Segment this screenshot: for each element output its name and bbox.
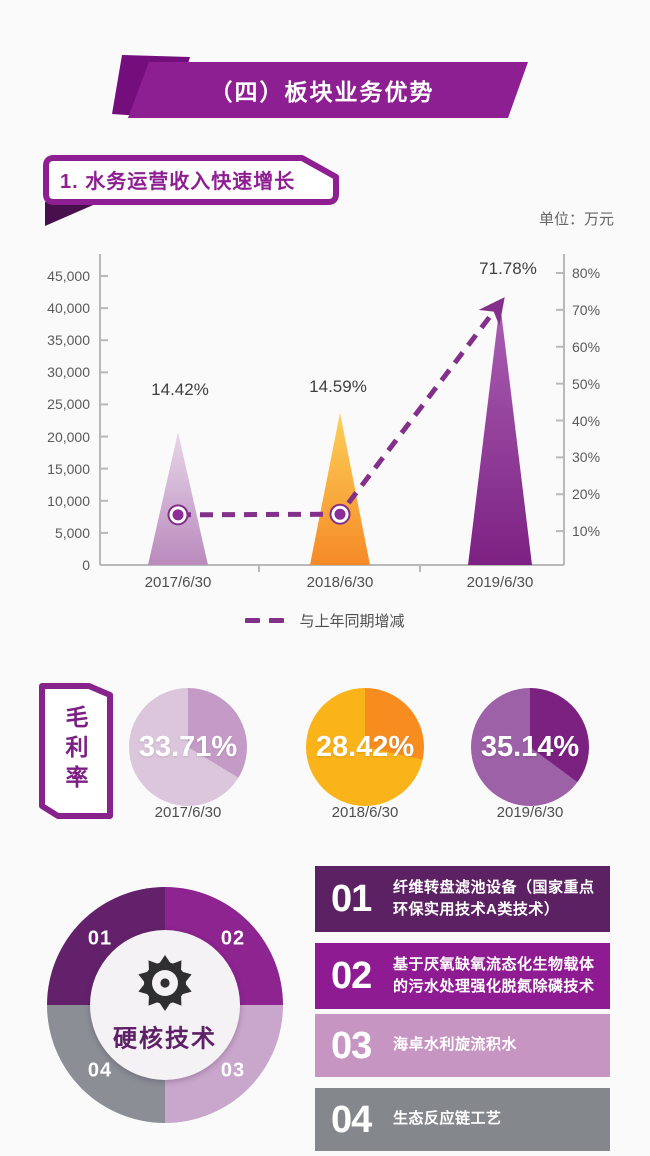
tech-item-text: 基于厌氧缺氧流态化生物载体的污水处理强化脱氮除磷技术 — [393, 955, 595, 996]
margin-pie-2017: 33.71% — [129, 688, 247, 806]
category-label: 2017/6/30 — [144, 574, 212, 591]
left-axis-tick: 45,000 — [47, 268, 90, 284]
right-axis-tick: 80% — [572, 265, 601, 281]
left-axis-tick: 5,000 — [54, 524, 90, 541]
tech-item-number: 01 — [331, 878, 372, 920]
section-banner-shape — [43, 155, 339, 226]
wheel-number-04: 04 — [87, 1059, 113, 1082]
tech-item-01: 01 纤维转盘滤池设备（国家重点环保实用技术A类技术） — [315, 866, 610, 932]
right-axis-tick: 60% — [572, 338, 601, 355]
wheel-number-03: 03 — [220, 1059, 246, 1082]
right-axis-tick: 30% — [572, 449, 601, 466]
right-axis-tick: 40% — [572, 412, 601, 429]
gear-icon — [138, 955, 192, 1011]
tech-item-text: 海卓水利旋流积水 — [393, 1036, 518, 1054]
right-axis-tick: 70% — [572, 301, 601, 318]
category-label: 2019/6/30 — [466, 574, 534, 591]
margin-value: 33.71% — [138, 730, 238, 763]
category-label: 2018/6/30 — [306, 574, 374, 591]
pie-date: 2018/6/30 — [331, 804, 399, 821]
legend-dash-icon — [269, 618, 285, 623]
unit-label: 单位：万元 — [538, 211, 614, 228]
left-axis-tick: 30,000 — [47, 364, 90, 381]
left-axis-tick: 35,000 — [47, 332, 90, 349]
left-axis-tick: 20,000 — [47, 428, 90, 445]
left-axis-tick: 0 — [82, 557, 90, 573]
tech-item-number: 03 — [331, 1024, 372, 1067]
tech-item-02: 02 基于厌氧缺氧流态化生物载体的污水处理强化脱氮除磷技术 — [315, 943, 610, 1009]
left-axis-tick: 10,000 — [47, 492, 90, 509]
left-axis-tick: 25,000 — [47, 396, 90, 413]
chart-legend: 与上年同期增减 — [0, 610, 650, 631]
margin-pie-2018: 28.42% — [306, 688, 424, 806]
wheel-number-02: 02 — [220, 927, 246, 950]
legend-dash-icon — [245, 618, 261, 623]
growth-value-label: 14.42% — [151, 380, 209, 399]
margin-value: 28.42% — [315, 730, 415, 763]
pie-date: 2017/6/30 — [154, 804, 222, 821]
left-axis-tick: 15,000 — [47, 460, 90, 477]
tech-item-number: 04 — [331, 1098, 372, 1141]
tech-item-number: 02 — [331, 955, 372, 997]
growth-value-label: 71.78% — [479, 259, 537, 278]
tech-item-03: 03 海卓水利旋流积水 — [315, 1014, 610, 1077]
legend-label: 与上年同期增减 — [299, 613, 405, 630]
margin-flag-label: 毛利率 — [62, 705, 88, 795]
tech-item-text: 生态反应链工艺 — [393, 1110, 502, 1128]
tech-wheel-title: 硬核技术 — [113, 1025, 217, 1053]
banner-fold — [45, 202, 100, 226]
margin-flag-shape — [39, 683, 113, 819]
right-axis-tick: 20% — [572, 486, 601, 503]
right-axis-tick: 10% — [572, 523, 601, 540]
wheel-number-01: 01 — [87, 927, 113, 950]
tech-item-04: 04 生态反应链工艺 — [315, 1088, 610, 1151]
page-title: （四）板块业务优势 — [209, 79, 435, 105]
section-title: 1. 水务运营收入快速增长 — [60, 171, 296, 193]
margin-pie-2019: 35.14% — [471, 688, 589, 806]
revenue-growth-chart: 45,000 40,000 35,000 30,000 25,000 20,000 15,0… — [0, 240, 650, 640]
growth-value-label: 14.59% — [309, 377, 367, 396]
header-banner: （四）板块业务优势 — [128, 62, 528, 118]
chart-canvas — [99, 254, 565, 572]
margin-value: 35.14% — [480, 730, 580, 763]
pie-date: 2019/6/30 — [496, 804, 564, 821]
right-axis-tick: 50% — [572, 375, 601, 392]
left-axis-tick: 40,000 — [47, 300, 90, 317]
tech-item-text: 纤维转盘滤池设备（国家重点环保实用技术A类技术） — [393, 878, 595, 919]
